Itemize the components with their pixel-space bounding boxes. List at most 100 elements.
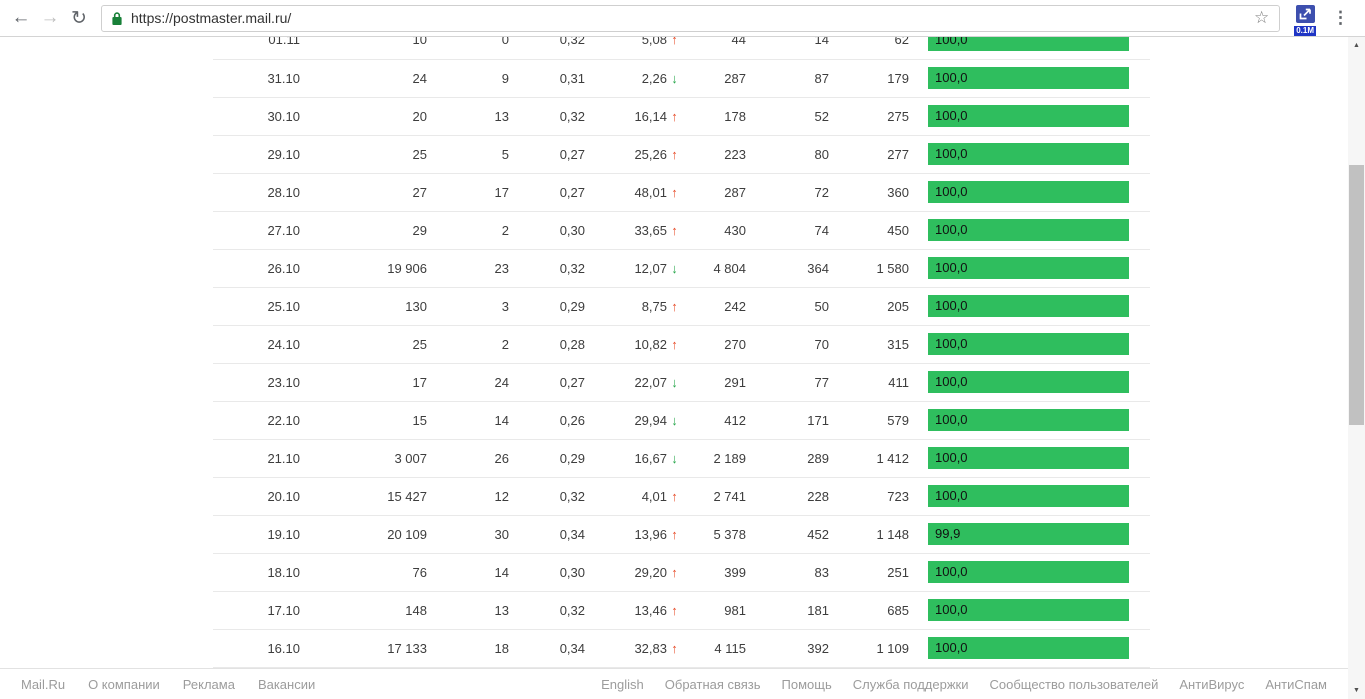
cell-value: 9	[427, 59, 509, 98]
cell-value: 287	[682, 59, 746, 98]
cell-percent: 13,46 ↑	[585, 591, 682, 630]
bookmark-star-icon[interactable]: ☆	[1253, 8, 1270, 27]
cell-value: 981	[682, 591, 746, 630]
cell-value: 0,31	[509, 59, 585, 98]
extension-icon	[1295, 4, 1315, 28]
table-row[interactable]: 21.10 3 007 26 0,29 16,67 ↓ 2 189 289 1 4…	[213, 439, 1150, 478]
cell-rating: 100,0	[909, 629, 1150, 668]
table-row[interactable]: 29.10 25 5 0,27 25,26 ↑ 223 80 277 100,0	[213, 135, 1150, 174]
cell-value: 0,29	[509, 287, 585, 326]
cell-value: 72	[746, 173, 829, 212]
trend-arrow-icon: ↑	[671, 640, 678, 656]
cell-value: 3	[427, 287, 509, 326]
cell-value: 10	[300, 37, 427, 60]
stats-table-body: 01.11 10 0 0,32 5,08 ↑ 44 14 62 100,0 31.…	[213, 37, 1150, 668]
cell-rating: 100,0	[909, 211, 1150, 250]
cell-value: 228	[746, 477, 829, 516]
table-row[interactable]: 01.11 10 0 0,32 5,08 ↑ 44 14 62 100,0	[213, 37, 1150, 60]
rating-bar: 100,0	[928, 219, 1129, 241]
table-row[interactable]: 30.10 20 13 0,32 16,14 ↑ 178 52 275 100,0	[213, 97, 1150, 136]
cell-value: 392	[746, 629, 829, 668]
scrollbar-thumb[interactable]	[1349, 165, 1364, 425]
footer: Mail.Ru О компании Реклама Вакансии English…	[0, 668, 1348, 699]
cell-value: 20 109	[300, 515, 427, 554]
table-row[interactable]: 18.10 76 14 0,30 29,20 ↑ 399 83 251 100,0	[213, 553, 1150, 592]
cell-value: 23	[427, 249, 509, 288]
cell-value: 0,34	[509, 629, 585, 668]
table-row[interactable]: 27.10 29 2 0,30 33,65 ↑ 430 74 450 100,0	[213, 211, 1150, 250]
forward-button[interactable]: →	[40, 7, 60, 28]
trend-arrow-icon: ↑	[671, 222, 678, 238]
table-row[interactable]: 16.10 17 133 18 0,34 32,83 ↑ 4 115 392 1 …	[213, 629, 1150, 668]
table-row[interactable]: 19.10 20 109 30 0,34 13,96 ↑ 5 378 452 1 …	[213, 515, 1150, 554]
cell-date: 25.10	[213, 287, 300, 326]
menu-button[interactable]: ⋮	[1332, 8, 1349, 27]
cell-value: 178	[682, 97, 746, 136]
back-button[interactable]: ←	[11, 7, 31, 28]
cell-date: 23.10	[213, 363, 300, 402]
cell-value: 15 427	[300, 477, 427, 516]
table-row[interactable]: 25.10 130 3 0,29 8,75 ↑ 242 50 205 100,0	[213, 287, 1150, 326]
cell-value: 452	[746, 515, 829, 554]
rating-bar: 100,0	[928, 637, 1129, 659]
table-row[interactable]: 24.10 25 2 0,28 10,82 ↑ 270 70 315 100,0	[213, 325, 1150, 364]
cell-percent: 25,26 ↑	[585, 135, 682, 174]
cell-value: 77	[746, 363, 829, 402]
cell-value: 242	[682, 287, 746, 326]
cell-value: 0	[427, 37, 509, 60]
table-row[interactable]: 20.10 15 427 12 0,32 4,01 ↑ 2 741 228 723…	[213, 477, 1150, 516]
cell-rating: 100,0	[909, 97, 1150, 136]
cell-value: 70	[746, 325, 829, 364]
table-row[interactable]: 28.10 27 17 0,27 48,01 ↑ 287 72 360 100,0	[213, 173, 1150, 212]
extension-button[interactable]: 0.1M	[1294, 4, 1316, 36]
cell-value: 450	[829, 211, 909, 250]
cell-value: 579	[829, 401, 909, 440]
scrollbar[interactable]: ▲ ▼	[1348, 37, 1365, 699]
rating-bar: 100,0	[928, 371, 1129, 393]
cell-value: 430	[682, 211, 746, 250]
cell-value: 1 412	[829, 439, 909, 478]
table-row[interactable]: 22.10 15 14 0,26 29,94 ↓ 412 171 579 100,…	[213, 401, 1150, 440]
trend-arrow-icon: ↑	[671, 526, 678, 542]
footer-link[interactable]: АнтиСпам	[1265, 676, 1327, 692]
cell-value: 13	[427, 97, 509, 136]
table-row[interactable]: 23.10 17 24 0,27 22,07 ↓ 291 77 411 100,0	[213, 363, 1150, 402]
cell-rating: 100,0	[909, 173, 1150, 212]
cell-value: 0,32	[509, 477, 585, 516]
table-row[interactable]: 17.10 148 13 0,32 13,46 ↑ 981 181 685 100…	[213, 591, 1150, 630]
footer-link[interactable]: Реклама	[182, 676, 235, 692]
refresh-button[interactable]: ↻	[71, 7, 87, 29]
cell-percent: 10,82 ↑	[585, 325, 682, 364]
extension-badge: 0.1M	[1294, 25, 1316, 36]
footer-link[interactable]: Вакансии	[257, 676, 316, 692]
cell-value: 0,34	[509, 515, 585, 554]
rating-bar: 100,0	[928, 333, 1129, 355]
footer-link[interactable]: English	[601, 676, 644, 692]
footer-link[interactable]: Помощь	[781, 676, 832, 692]
cell-value: 29	[300, 211, 427, 250]
cell-value: 1 148	[829, 515, 909, 554]
footer-link[interactable]: АнтиВирус	[1179, 676, 1245, 692]
table-row[interactable]: 26.10 19 906 23 0,32 12,07 ↓ 4 804 364 1 …	[213, 249, 1150, 288]
footer-link[interactable]: Mail.Ru	[21, 676, 66, 692]
scroll-down-button[interactable]: ▼	[1353, 687, 1360, 694]
page-content: 01.11 10 0 0,32 5,08 ↑ 44 14 62 100,0 31.…	[0, 37, 1348, 699]
address-bar[interactable]: https://postmaster.mail.ru/ ☆	[101, 4, 1281, 32]
cell-value: 412	[682, 401, 746, 440]
footer-link[interactable]: Служба поддержки	[852, 676, 969, 692]
table-row[interactable]: 31.10 24 9 0,31 2,26 ↓ 287 87 179 100,0	[213, 59, 1150, 98]
footer-link[interactable]: О компании	[88, 676, 160, 692]
url-text[interactable]: https://postmaster.mail.ru/	[131, 10, 292, 26]
cell-date: 01.11	[213, 37, 300, 60]
footer-links-right: English Обратная связь Помощь Служба поддер…	[580, 677, 1327, 692]
cell-percent: 5,08 ↑	[585, 37, 682, 60]
rating-bar: 100,0	[928, 599, 1129, 621]
cell-percent: 2,26 ↓	[585, 59, 682, 98]
lock-icon	[111, 11, 123, 26]
scroll-up-button[interactable]: ▲	[1353, 42, 1360, 49]
cell-rating: 100,0	[909, 553, 1150, 592]
cell-value: 13	[427, 591, 509, 630]
footer-link[interactable]: Сообщество пользователей	[989, 676, 1159, 692]
footer-link[interactable]: Обратная связь	[664, 676, 761, 692]
trend-arrow-icon: ↑	[671, 298, 678, 314]
